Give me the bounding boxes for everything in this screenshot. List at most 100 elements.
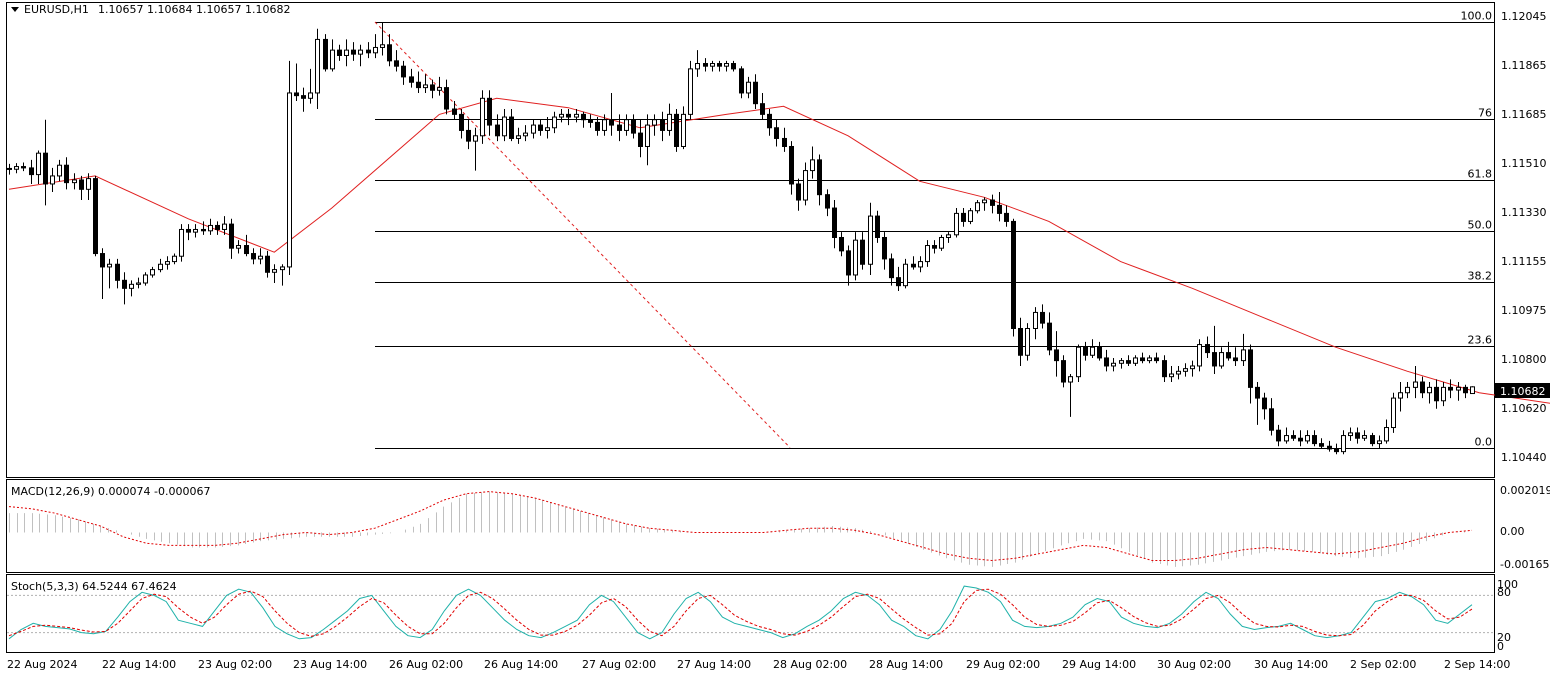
candle-body	[645, 124, 650, 147]
candle-body	[782, 137, 787, 147]
candle-body	[64, 164, 69, 184]
candle-body	[509, 116, 514, 139]
fib-level-label: 23.6	[1468, 334, 1493, 347]
candle-body	[7, 167, 12, 170]
candle-body	[50, 175, 55, 185]
candle-body	[459, 113, 464, 131]
fib-level-label: 76	[1478, 107, 1492, 120]
candle-body	[717, 63, 722, 67]
candle-body	[1104, 357, 1109, 367]
candle-body	[158, 263, 163, 271]
candle-body	[774, 127, 779, 139]
candle-body	[487, 97, 492, 126]
candle-body	[810, 159, 815, 172]
candle-body	[387, 44, 392, 62]
candle-body	[1463, 386, 1468, 394]
candle-body	[72, 179, 77, 184]
candle-body	[1047, 322, 1052, 351]
candle-body	[1119, 360, 1124, 364]
candle-body	[961, 212, 966, 222]
current-price-tag	[1495, 383, 1550, 398]
candle-body	[323, 38, 328, 70]
candle-body	[301, 95, 306, 99]
fib-level-label: 0.0	[1475, 436, 1493, 449]
candle-body	[990, 199, 995, 206]
stoch-tick: 80	[1497, 586, 1511, 599]
stoch-pane-frame	[6, 574, 1495, 653]
candle-body	[660, 119, 665, 131]
candle-body	[817, 159, 822, 196]
macd-indicator	[8, 491, 1473, 567]
chart-header: EURUSD,H1 1.10657 1.10684 1.10657 1.1068…	[11, 3, 290, 16]
candle-body	[172, 255, 177, 263]
macd-tick: 0.002019	[1500, 484, 1550, 497]
candle-body	[1097, 346, 1102, 359]
macd-signal-line	[8, 491, 1473, 562]
candle-body	[193, 228, 198, 233]
moving-average	[8, 97, 1550, 404]
price-tick: 1.11685	[1501, 108, 1547, 121]
candle-body	[581, 113, 586, 121]
candle-body	[1269, 408, 1274, 431]
candle-body	[1219, 352, 1224, 367]
candle-body	[222, 223, 227, 230]
candle-body	[1054, 349, 1059, 362]
candle-body	[796, 183, 801, 201]
candle-body	[1362, 435, 1367, 439]
candle-body	[401, 65, 406, 78]
time-tick: 28 Aug 14:00	[869, 658, 943, 671]
stoch-main-line	[8, 585, 1473, 640]
price-tick: 1.11330	[1501, 206, 1547, 219]
price-pane-frame	[6, 2, 1495, 478]
candle-body	[502, 116, 507, 137]
candle-body	[617, 124, 622, 131]
candle-body	[1262, 397, 1267, 410]
candle-body	[143, 274, 148, 284]
candle-body	[1169, 373, 1174, 378]
candle-body	[1226, 352, 1231, 359]
price-tick: 1.12045	[1501, 10, 1547, 23]
candle-body	[903, 263, 908, 287]
candle-body	[1284, 435, 1289, 442]
candle-body	[1205, 344, 1210, 354]
stochastic-indicator	[7, 585, 1494, 640]
candle-body	[875, 215, 880, 238]
candle-body	[287, 92, 292, 268]
candle-body	[1327, 445, 1332, 450]
candle-body	[1291, 435, 1296, 439]
triangle-down-icon[interactable]	[11, 7, 19, 12]
time-tick: 22 Aug 2024	[7, 658, 77, 671]
candle-body	[516, 135, 521, 139]
candle-body	[430, 84, 435, 91]
candle-body	[107, 263, 112, 268]
fibonacci-retracement[interactable]: 100.0 76 61.8 50.0 38.2 23.6 0.0	[374, 10, 1494, 449]
fib-level-label: 50.0	[1468, 219, 1493, 232]
candle-body	[975, 202, 980, 212]
candle-body	[932, 245, 937, 249]
candle-body	[588, 119, 593, 123]
candle-body	[1190, 365, 1195, 370]
time-tick: 26 Aug 02:00	[389, 658, 463, 671]
candle-body	[911, 263, 916, 268]
candle-body	[308, 92, 313, 99]
candle-body	[1434, 386, 1439, 402]
candle-body	[1083, 346, 1088, 356]
time-tick: 29 Aug 14:00	[1062, 658, 1136, 671]
price-tick: 1.11155	[1501, 255, 1547, 268]
stoch-signal-line	[8, 588, 1473, 637]
candle-body	[437, 87, 442, 91]
candle-body	[466, 129, 471, 142]
stoch-label: Stoch(5,3,3) 64.5244 67.4624	[11, 580, 177, 593]
candle-body	[1111, 362, 1116, 367]
candle-body	[746, 81, 751, 94]
candle-body	[1183, 368, 1188, 372]
time-tick: 26 Aug 14:00	[484, 658, 558, 671]
candle-body	[1405, 386, 1410, 394]
candle-body	[789, 145, 794, 185]
candle-body	[566, 113, 571, 118]
candle-body	[860, 239, 865, 265]
candle-body	[380, 44, 385, 48]
ma-line	[8, 97, 1550, 404]
